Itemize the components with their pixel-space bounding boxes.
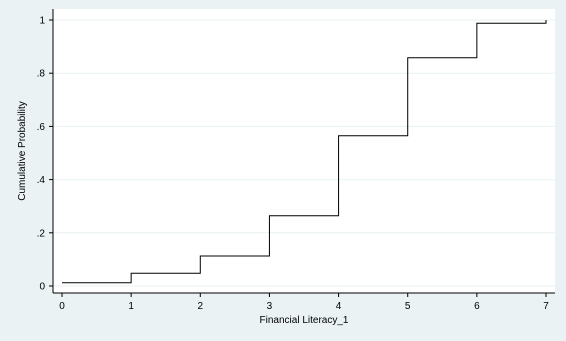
x-tick-label: 0 (59, 301, 65, 312)
x-tick-label: 4 (336, 301, 342, 312)
x-ticks: 0 1 2 3 4 5 6 7 (59, 293, 549, 312)
x-tick-label: 5 (405, 301, 411, 312)
y-tick-label: .8 (37, 69, 46, 80)
x-tick-label: 6 (474, 301, 480, 312)
cdf-step-line (62, 20, 547, 284)
y-tick-label: 1 (39, 16, 45, 27)
x-tick-label: 1 (128, 301, 134, 312)
plot-area (53, 9, 555, 293)
y-ticks: 0 .2 .4 .6 .8 1 (37, 16, 53, 293)
y-tick-label: .2 (37, 228, 46, 239)
y-tick-label: .6 (37, 122, 46, 133)
y-axis-title: Cumulative Probability (17, 101, 28, 201)
x-axis-title: Financial Literacy_1 (260, 315, 349, 326)
y-tick-label: 0 (39, 282, 45, 293)
y-tick-label: .4 (37, 175, 46, 186)
x-tick-label: 7 (543, 301, 549, 312)
x-tick-label: 2 (198, 301, 204, 312)
grid-lines (53, 19, 555, 287)
x-tick-label: 3 (267, 301, 273, 312)
